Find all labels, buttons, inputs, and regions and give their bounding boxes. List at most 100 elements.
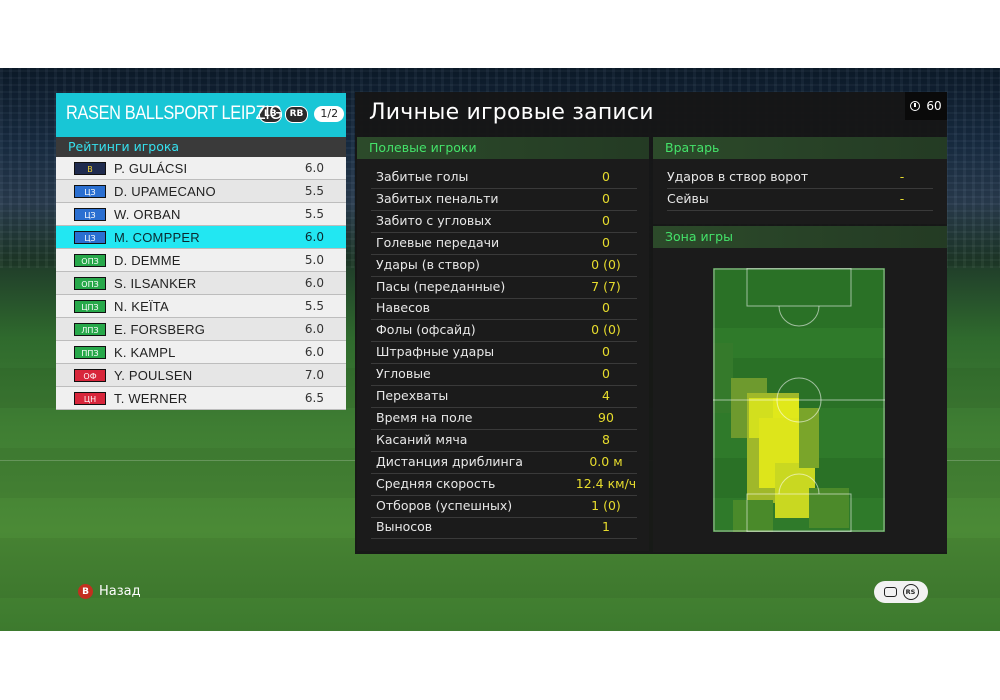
stat-label: Удары (в створ): [376, 256, 480, 272]
team-name: RASEN BALLSPORT LEIPZIG: [66, 103, 282, 124]
timer-value: 60: [926, 99, 942, 113]
player-list: В P. GULÁCSI 6.0 ЦЗ D. UPAMECANO 5.5 ЦЗ W. ORBA…: [56, 157, 346, 410]
rb-button-icon[interactable]: RB: [284, 105, 309, 123]
stat-value: 4: [602, 388, 610, 403]
player-rating: 7.0: [304, 368, 324, 382]
player-name: N. KEÏTA: [114, 298, 169, 314]
stat-label: Забито с угловых: [376, 212, 492, 228]
lb-button-icon[interactable]: LB: [259, 105, 282, 123]
chat-icon: [883, 587, 897, 597]
team-panel: RASEN BALLSPORT LEIPZIG LB RB 1/2 Рейтин…: [56, 93, 346, 410]
position-badge: ОПЗ: [74, 276, 106, 290]
stat-row: Средняя скорость 12.4 км/ч: [371, 473, 637, 496]
player-name: D. DEMME: [114, 252, 181, 268]
keeper-stat-row: Ударов в створ ворот -: [667, 166, 933, 189]
player-row[interactable]: ЦЗ M. COMPPER 6.0: [56, 226, 346, 249]
player-rating: 6.0: [304, 322, 324, 336]
stat-row: Пасы (переданные) 7 (7): [371, 276, 637, 299]
stat-row: Выносов 1: [371, 516, 637, 540]
goalkeeper-title: Вратарь: [653, 137, 947, 159]
player-name: P. GULÁCSI: [114, 160, 188, 176]
player-row[interactable]: ЦЗ W. ORBAN 5.5: [56, 203, 346, 226]
right-stick-icon: RS: [902, 584, 919, 600]
team-header: RASEN BALLSPORT LEIPZIG LB RB 1/2: [56, 93, 346, 135]
player-rating: 5.5: [304, 207, 324, 221]
stat-label: Касаний мяча: [376, 431, 468, 447]
stat-label: Угловые: [376, 366, 431, 382]
position-badge: ЦЗ: [74, 207, 106, 221]
stat-label: Пасы (переданные): [376, 278, 506, 294]
stat-value: 0: [602, 366, 610, 382]
stat-row: Фолы (офсайд) 0 (0): [371, 319, 637, 343]
stat-label: Выносов: [376, 519, 433, 535]
position-badge: ЛПЗ: [74, 322, 106, 336]
stat-row: Угловые 0: [371, 363, 637, 387]
stat-value: 0: [602, 212, 610, 228]
heatmap: [713, 268, 885, 532]
position-badge: ОПЗ: [74, 253, 106, 267]
stat-value: 8: [602, 431, 610, 447]
stat-label: Забитые голы: [376, 169, 469, 184]
goalkeeper-section: Вратарь Ударов в створ ворот - Сейвы -: [653, 137, 947, 224]
position-badge: В: [74, 161, 106, 175]
stat-row: Перехваты 4: [371, 385, 637, 408]
stat-value: 0: [602, 234, 610, 250]
play-zone-title: Зона игры: [653, 226, 947, 248]
stat-label: Отборов (успешных): [376, 497, 513, 513]
player-row[interactable]: В P. GULÁCSI 6.0: [56, 157, 346, 180]
player-name: W. ORBAN: [114, 206, 181, 222]
player-name: E. FORSBERG: [114, 321, 206, 337]
position-badge: ЦН: [74, 391, 106, 405]
back-label: Назад: [99, 584, 141, 599]
stat-label: Голевые передачи: [376, 234, 500, 250]
stat-row: Забитых пенальти 0: [371, 188, 637, 211]
right-stick-hint[interactable]: RS: [874, 581, 928, 603]
stat-label: Дистанция дриблинга: [376, 453, 523, 469]
keeper-stat-row: Сейвы -: [667, 188, 933, 211]
heatmap-pitch: [713, 268, 885, 532]
player-row[interactable]: ППЗ K. KAMPL 6.0: [56, 341, 346, 364]
player-rating: 5.5: [304, 299, 324, 313]
player-rating: 5.5: [304, 184, 324, 198]
stat-row: Время на поле 90: [371, 407, 637, 430]
stat-value: 7 (7): [591, 278, 621, 294]
stat-value: 0 (0): [591, 322, 621, 338]
keeper-stat-value: -: [899, 191, 905, 206]
keeper-stat-label: Ударов в створ ворот: [667, 169, 809, 184]
player-name: S. ILSANKER: [114, 275, 197, 291]
stat-label: Средняя скорость: [376, 475, 496, 491]
stat-label: Время на поле: [376, 409, 473, 425]
player-row[interactable]: ОФ Y. POULSEN 7.0: [56, 364, 346, 387]
stat-value: 1 (0): [591, 497, 621, 513]
player-row[interactable]: ЦЗ D. UPAMECANO 5.5: [56, 180, 346, 203]
position-badge: ЦПЗ: [74, 299, 106, 313]
ratings-title: Рейтинги игрока: [56, 135, 346, 157]
stat-label: Фолы (офсайд): [376, 322, 476, 338]
stat-label: Забитых пенальти: [376, 190, 499, 206]
player-name: Y. POULSEN: [114, 367, 193, 383]
stat-value: 0 (0): [591, 256, 621, 272]
stat-value: 0: [602, 190, 610, 206]
stats-panel: Личные игровые записи 60 Полевые игроки …: [355, 92, 947, 554]
player-row[interactable]: ОПЗ S. ILSANKER 6.0: [56, 272, 346, 295]
position-badge: ЦЗ: [74, 184, 106, 198]
stat-value: 0.0 м: [589, 453, 623, 469]
player-row[interactable]: ЦН T. WERNER 6.5: [56, 387, 346, 410]
match-timer: 60: [905, 92, 947, 120]
stat-row: Удары (в створ) 0 (0): [371, 254, 637, 277]
back-button[interactable]: B Назад: [78, 584, 141, 599]
stat-value: 90: [598, 409, 614, 425]
player-row[interactable]: ЦПЗ N. KEÏTA 5.5: [56, 295, 346, 318]
player-row[interactable]: ОПЗ D. DEMME 5.0: [56, 249, 346, 272]
player-rating: 6.0: [304, 230, 324, 244]
play-zone-section: Зона игры: [653, 226, 947, 552]
stat-row: Забитые голы 0: [371, 166, 637, 189]
player-row[interactable]: ЛПЗ E. FORSBERG 6.0: [56, 318, 346, 341]
stat-row: Навесов 0: [371, 297, 637, 321]
player-name: M. COMPPER: [114, 229, 200, 245]
stat-value: 0: [602, 300, 610, 316]
field-players-section: Полевые игроки Забитые голы 0 Забитых пена…: [357, 137, 649, 551]
position-badge: ОФ: [74, 368, 106, 382]
position-badge: ППЗ: [74, 345, 106, 359]
stat-row: Дистанция дриблинга 0.0 м: [371, 451, 637, 474]
